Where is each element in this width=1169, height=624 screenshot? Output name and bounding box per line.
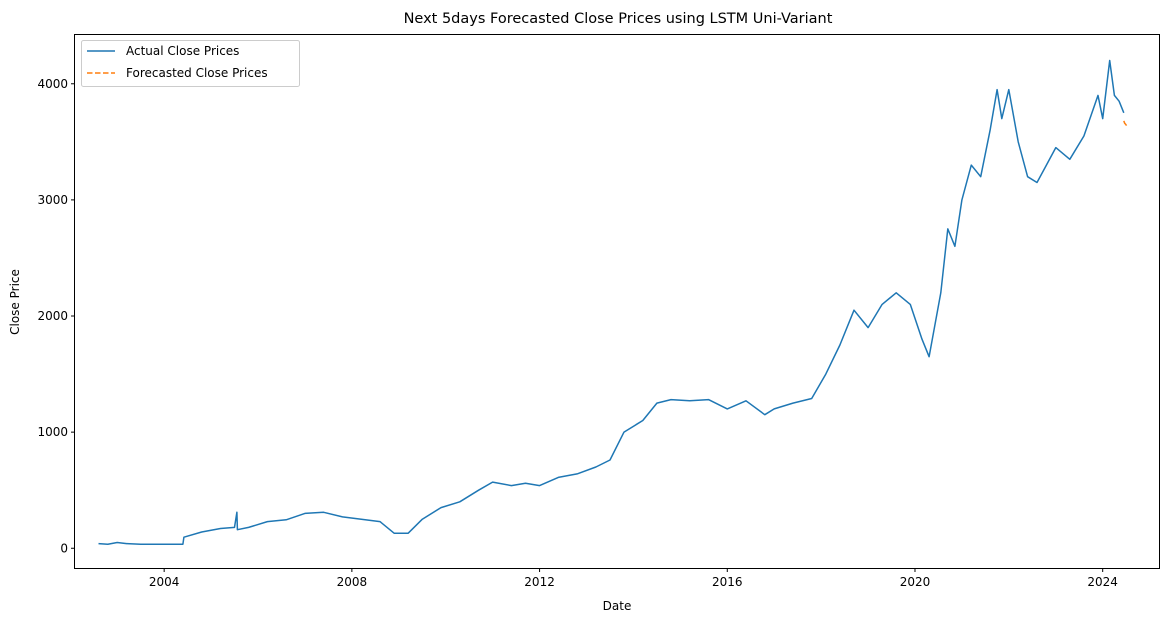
legend-label-forecast: Forecasted Close Prices bbox=[126, 66, 268, 80]
y-tick-label: 2000 bbox=[37, 309, 68, 323]
x-tick-label: 2008 bbox=[337, 575, 368, 589]
x-axis: 2004 2008 2012 2016 2020 2024 bbox=[149, 568, 1118, 589]
x-tick-label: 2012 bbox=[524, 575, 555, 589]
x-tick-label: 2016 bbox=[712, 575, 743, 589]
y-tick-label: 4000 bbox=[37, 77, 68, 91]
series-line-actual bbox=[98, 59, 1125, 545]
y-tick-label: 0 bbox=[60, 541, 68, 555]
y-tick-label: 3000 bbox=[37, 193, 68, 207]
y-axis-label: Close Price bbox=[8, 269, 22, 335]
series-layer bbox=[98, 59, 1129, 545]
legend-label-actual: Actual Close Prices bbox=[126, 44, 239, 58]
x-tick-label: 2004 bbox=[149, 575, 180, 589]
x-tick-label: 2020 bbox=[900, 575, 931, 589]
legend: Actual Close Prices Forecasted Close Pri… bbox=[81, 40, 300, 87]
y-tick-label: 1000 bbox=[37, 425, 68, 439]
y-axis: 0 1000 2000 3000 4000 bbox=[37, 77, 75, 555]
x-axis-label: Date bbox=[603, 599, 632, 613]
series-line-forecast bbox=[1123, 120, 1129, 128]
legend-box bbox=[81, 40, 300, 87]
x-tick-label: 2024 bbox=[1087, 575, 1118, 589]
chart-title: Next 5days Forecasted Close Prices using… bbox=[404, 11, 833, 27]
plot-area bbox=[74, 34, 1160, 569]
